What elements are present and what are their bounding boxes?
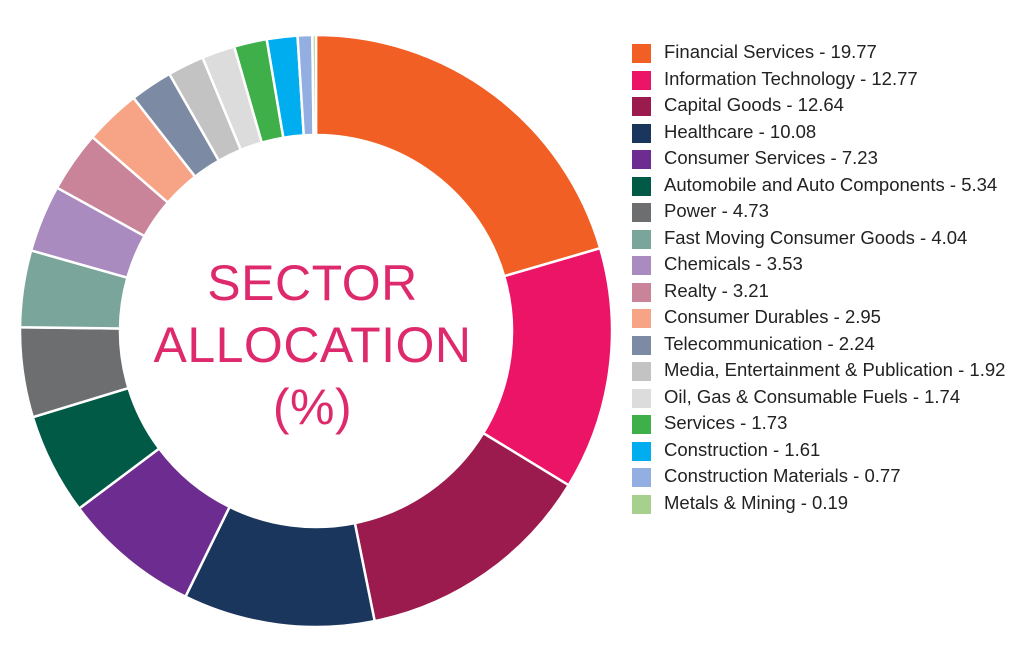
legend-swatch [632, 44, 651, 63]
legend-item: Oil, Gas & Consumable Fuels - 1.74 [632, 385, 1017, 410]
legend-swatch [632, 468, 651, 487]
legend-item: Chemicals - 3.53 [632, 252, 1017, 277]
legend-label: Fast Moving Consumer Goods - 4.04 [664, 226, 968, 248]
legend-label: Power - 4.73 [664, 200, 769, 221]
legend-item: Financial Services - 19.77 [632, 40, 1017, 65]
legend-swatch [632, 335, 651, 355]
legend-swatch [632, 70, 651, 90]
legend-label: Oil, Gas & Consumable Fuels - 1.74 [664, 385, 961, 407]
legend-item: Media, Entertainment & Publication - 1.9… [632, 358, 1017, 383]
legend-swatch [632, 441, 651, 461]
legend-swatch [632, 362, 651, 381]
legend-item: Services - 1.73 [632, 411, 1017, 436]
legend-swatch [632, 97, 651, 116]
legend-swatch [632, 415, 651, 434]
legend-item: Construction - 1.61 [632, 438, 1017, 463]
legend-swatch [632, 123, 651, 143]
legend-label: Consumer Services - 7.23 [664, 147, 878, 168]
legend-label: Financial Services - 19.77 [664, 41, 877, 62]
legend-label: Capital Goods - 12.64 [664, 94, 844, 115]
legend-label: Construction Materials - 0.77 [664, 465, 901, 486]
donut-chart: SECTOR ALLOCATION (%) [18, 33, 614, 629]
legend-label: Healthcare - 10.08 [664, 120, 817, 142]
legend-item: Healthcare - 10.08 [632, 120, 1017, 145]
legend-label: Construction - 1.61 [664, 438, 821, 460]
legend-swatch [632, 388, 651, 408]
legend-swatch [632, 282, 651, 302]
legend-item: Construction Materials - 0.77 [632, 464, 1017, 489]
legend-item: Power - 4.73 [632, 199, 1017, 224]
legend-item: Realty - 3.21 [632, 279, 1017, 304]
legend-label: Information Technology - 12.77 [664, 67, 918, 89]
center-title-line-3: (%) [272, 379, 353, 435]
legend-item: Consumer Durables - 2.95 [632, 305, 1017, 330]
donut-slice [311, 33, 318, 137]
legend-label: Media, Entertainment & Publication - 1.9… [664, 359, 1006, 380]
donut-slice [314, 33, 602, 278]
legend-item: Automobile and Auto Components - 5.34 [632, 173, 1017, 198]
legend-item: Telecommunication - 2.24 [632, 332, 1017, 357]
legend-label: Metals & Mining - 0.19 [664, 491, 849, 513]
center-title-line-2: ALLOCATION [153, 317, 472, 373]
center-title: SECTOR ALLOCATION (%) [140, 252, 485, 438]
legend-swatch [632, 229, 651, 249]
legend-swatch [632, 176, 651, 196]
legend-label: Telecommunication - 2.24 [664, 332, 875, 354]
legend-swatch [632, 256, 651, 275]
legend-swatch [632, 150, 651, 169]
legend-item: Consumer Services - 7.23 [632, 146, 1017, 171]
donut-svg [18, 33, 614, 629]
legend-swatch [632, 203, 651, 222]
legend-item: Metals & Mining - 0.19 [632, 491, 1017, 516]
legend-item: Fast Moving Consumer Goods - 4.04 [632, 226, 1017, 251]
legend-swatch [632, 309, 651, 328]
legend-swatch [632, 494, 651, 514]
legend-label: Realty - 3.21 [664, 279, 769, 301]
legend-label: Consumer Durables - 2.95 [664, 306, 881, 327]
legend-label: Services - 1.73 [664, 412, 788, 433]
legend-item: Capital Goods - 12.64 [632, 93, 1017, 118]
legend-label: Chemicals - 3.53 [664, 253, 803, 274]
center-title-line-1: SECTOR [207, 255, 418, 311]
legend-label: Automobile and Auto Components - 5.34 [664, 173, 998, 195]
legend: Financial Services - 19.77 Information Te… [632, 40, 1017, 517]
legend-item: Information Technology - 12.77 [632, 67, 1017, 92]
